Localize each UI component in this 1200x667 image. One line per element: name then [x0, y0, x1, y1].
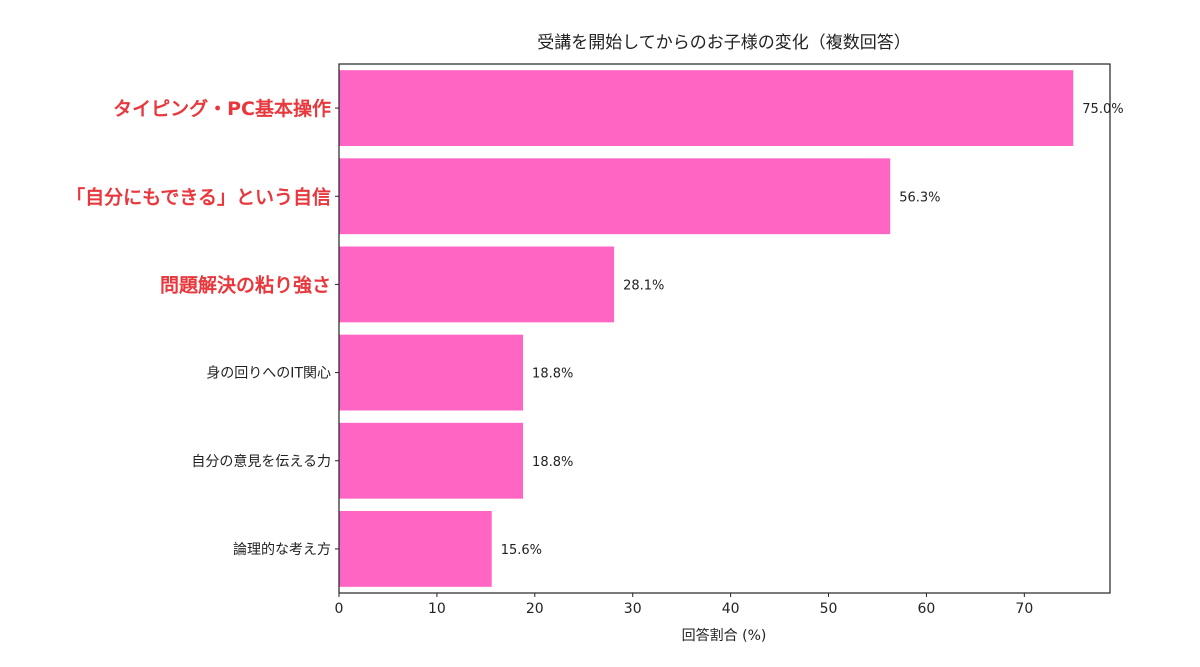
bar: [339, 246, 615, 323]
y-tick-label: 自分の意見を伝える力: [191, 453, 331, 470]
bar: [339, 422, 524, 499]
y-tick-label: 身の回りへのIT関心: [206, 366, 331, 382]
data-label: 18.8%: [532, 367, 573, 382]
x-tick-label: 50: [820, 601, 838, 617]
y-tick-label: 論理的な考え方: [233, 542, 331, 558]
data-label: 18.8%: [532, 455, 573, 470]
y-tick-label: 「自分にもできる」という自信: [66, 185, 331, 208]
x-tick-label: 30: [624, 601, 642, 617]
y-tick-label: タイピング・PC基本操作: [113, 97, 331, 120]
data-label: 56.3%: [899, 190, 940, 205]
x-tick-label: 40: [722, 601, 740, 617]
x-axis-label: 回答割合 (%): [682, 627, 767, 644]
x-tick-label: 60: [918, 601, 936, 617]
bar: [339, 511, 492, 587]
bar: [339, 334, 524, 411]
x-tick-label: 0: [335, 601, 344, 617]
chart-title: 受講を開始してからのお子様の変化（複数回答）: [537, 33, 911, 53]
bar: [339, 158, 891, 235]
x-tick-label: 10: [428, 601, 446, 617]
plot-frame: [338, 63, 1111, 594]
data-label: 15.6%: [501, 543, 542, 558]
data-label: 75.0%: [1082, 102, 1123, 117]
x-tick-label: 20: [526, 601, 544, 617]
y-tick-label: 問題解決の粘り強さ: [160, 273, 331, 296]
x-tick-label: 70: [1015, 601, 1033, 617]
data-label: 28.1%: [623, 278, 664, 293]
bar: [339, 70, 1074, 146]
